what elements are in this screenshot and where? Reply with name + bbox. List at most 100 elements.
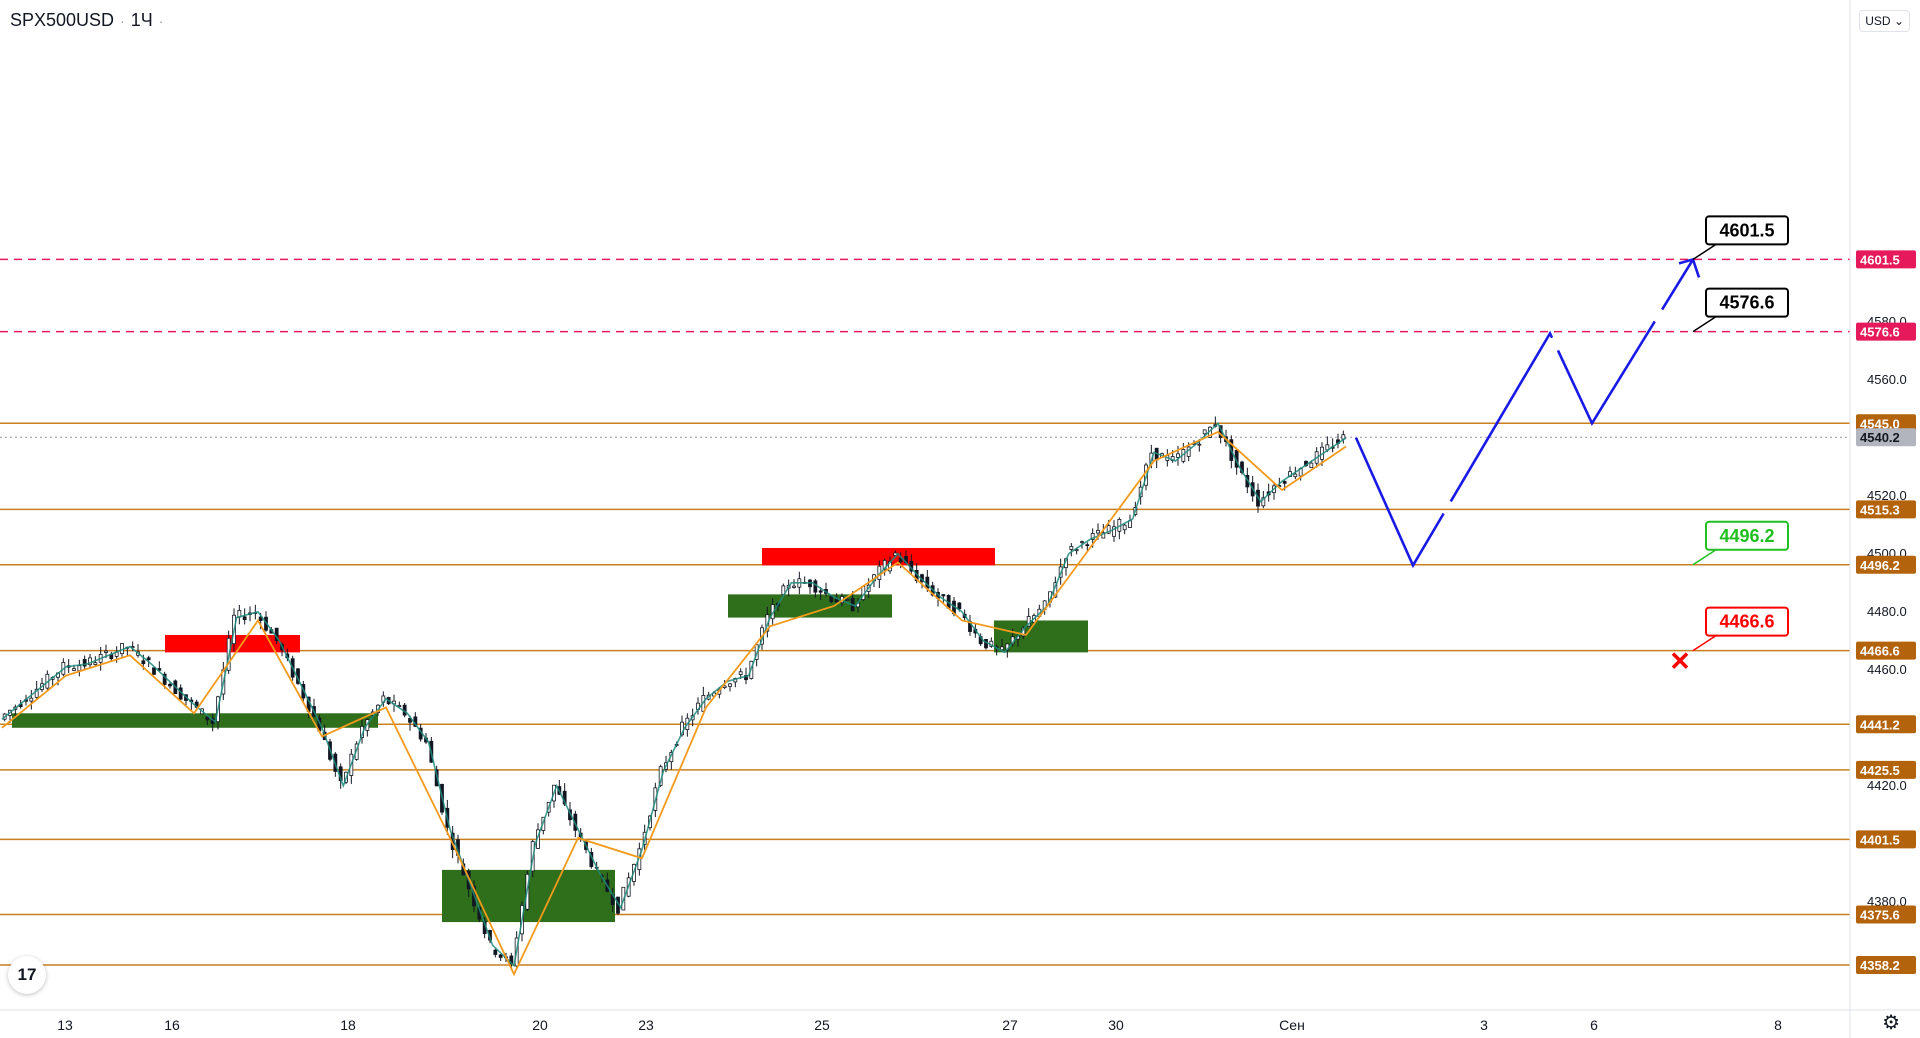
x-tick-label: 13 (57, 1017, 73, 1033)
candlesticks (2, 416, 1346, 971)
price-label-box (1856, 250, 1916, 269)
candle-body (1080, 541, 1084, 544)
time-axis[interactable]: 13 16 18 20 23 25 27 30 Сен 3 6 8 (0, 1009, 1920, 1033)
candle-body (957, 602, 962, 610)
price-label: 4441.2 (1860, 717, 1900, 732)
callout-box (1705, 287, 1789, 318)
candle-body (146, 657, 151, 661)
price-label: 4576.6 (1860, 325, 1900, 340)
candle-body (72, 668, 76, 671)
candle-body (1261, 497, 1266, 507)
price-label-box (1856, 956, 1916, 974)
tradingview-logo-icon[interactable]: 17 (8, 956, 46, 994)
candle-body (1176, 453, 1180, 458)
x-tick-label: 23 (638, 1017, 654, 1033)
candle-body (1090, 532, 1095, 540)
callout-label: 4576.6 (1719, 293, 1774, 313)
candle-body (242, 616, 247, 621)
price-label: 4401.5 (1860, 832, 1900, 847)
candle-body (88, 657, 92, 666)
candle-body (104, 650, 108, 653)
callout-box (1705, 215, 1789, 246)
candle-body (493, 949, 498, 955)
price-label: 4540.2 (1860, 430, 1900, 445)
price-label-box (1856, 414, 1916, 433)
candle-body (168, 683, 172, 687)
candle-body (1085, 544, 1090, 547)
separator-dot: · (158, 12, 164, 29)
x-mark-icon (1671, 652, 1689, 669)
supply-zone (762, 547, 995, 566)
y-tick-label: 4380.0 (1867, 894, 1907, 909)
candle-body (93, 662, 98, 665)
candle-body (162, 673, 167, 685)
callout-box (1705, 606, 1789, 637)
price-label-box (1856, 500, 1916, 519)
y-tick-label: 4420.0 (1867, 778, 1907, 793)
x-tick-label: 8 (1774, 1017, 1782, 1033)
candle-body (941, 594, 946, 597)
x-tick-label: 18 (340, 1017, 356, 1033)
candle-body (152, 667, 156, 675)
demand-zone (12, 713, 378, 728)
callout-pointer (1692, 316, 1717, 333)
horizontal-levels (0, 258, 1850, 966)
candle-body (1293, 473, 1298, 478)
price-label: 4466.6 (1860, 644, 1900, 659)
callout-pointer (1692, 635, 1717, 652)
price-label: 4375.6 (1860, 908, 1900, 923)
symbol-name: SPX500USD (10, 10, 115, 30)
candle-body (1122, 524, 1127, 531)
candle-body (29, 697, 34, 702)
forecast-arrowhead (1678, 257, 1701, 278)
candle-body (34, 688, 39, 698)
price-label-box (1856, 715, 1916, 734)
price-label-box (1856, 641, 1916, 660)
price-label: 4545.0 (1860, 416, 1900, 431)
currency-label: USD (1865, 14, 1891, 28)
price-callouts: 4601.5 4576.6 4496.2 4466.6 (1671, 215, 1789, 669)
candle-body (1197, 443, 1202, 446)
candle-body (120, 643, 124, 655)
x-tick-label: 6 (1590, 1017, 1598, 1033)
x-tick-label: 30 (1108, 1017, 1124, 1033)
price-label-box (1856, 830, 1916, 849)
price-label-box (1856, 322, 1916, 341)
price-axis[interactable]: 4380.04420.04460.04480.04500.04520.04560… (1849, 0, 1916, 1038)
callout-label: 4496.2 (1719, 526, 1774, 546)
y-tick-label: 4560.0 (1867, 372, 1907, 387)
price-label-box (1856, 428, 1916, 447)
candle-body (1112, 526, 1116, 537)
candle-body (738, 671, 743, 675)
candle-body (1000, 646, 1004, 651)
currency-button[interactable]: USD ⌄ (1859, 10, 1910, 32)
price-label: 4358.2 (1860, 958, 1900, 973)
x-tick-label: Сен (1279, 1017, 1305, 1033)
callout-pointer (1692, 243, 1717, 261)
x-tick-label: 25 (814, 1017, 830, 1033)
price-label-box (1856, 555, 1916, 574)
supply-demand-zones (12, 547, 1088, 923)
candle-body (1069, 546, 1074, 550)
y-tick-label: 4460.0 (1867, 662, 1907, 677)
price-label: 4515.3 (1860, 502, 1900, 517)
interval-label[interactable]: 1Ч (130, 10, 153, 30)
y-tick-label: 4520.0 (1867, 488, 1907, 503)
candle-body (1309, 462, 1314, 468)
symbol-header[interactable]: SPX500USD · 1Ч · (10, 10, 163, 31)
x-tick-label: 3 (1480, 1017, 1488, 1033)
forecast-arrow (1354, 257, 1701, 569)
candle-body (1101, 532, 1106, 539)
zigzag-orange (1, 430, 1347, 977)
x-tick-label: 27 (1002, 1017, 1018, 1033)
candle-body (1106, 525, 1111, 534)
price-label: 4425.5 (1860, 763, 1900, 778)
price-label-box (1856, 905, 1916, 924)
candle-body (77, 665, 82, 672)
gear-icon[interactable]: ⚙ (1882, 1012, 1900, 1034)
candle-body (818, 590, 823, 593)
candle-body (898, 557, 903, 563)
x-tick-label: 16 (164, 1017, 180, 1033)
zigzag-lines (1, 421, 1347, 977)
